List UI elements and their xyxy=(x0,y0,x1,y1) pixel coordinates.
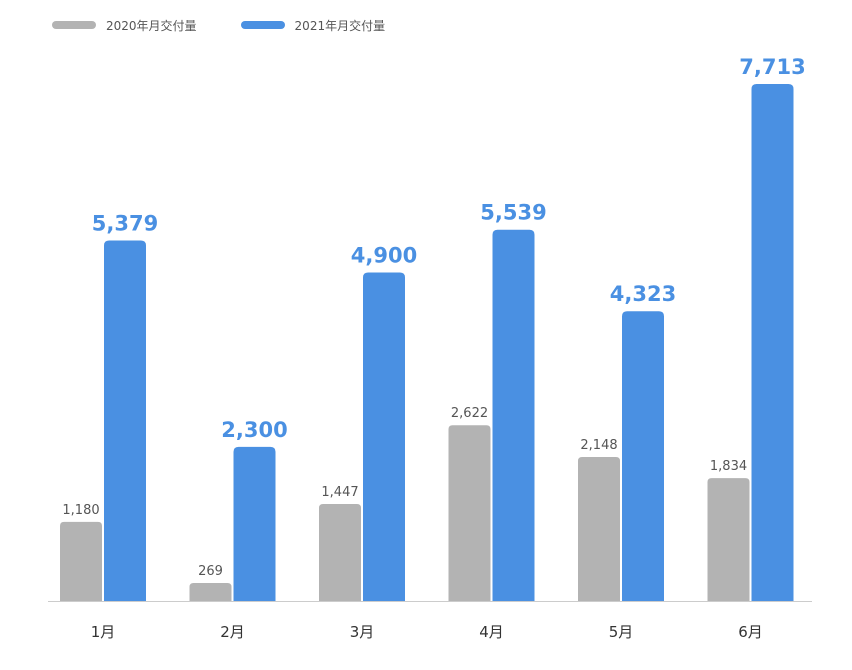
legend-swatch-2021 xyxy=(240,21,285,29)
bar-label-2020-1: 1,180 xyxy=(62,503,99,518)
bar-2020-6[interactable] xyxy=(707,478,750,601)
bar-label-2020-6: 1,834 xyxy=(710,459,747,474)
bar-label-2020-3: 1,447 xyxy=(321,485,358,500)
legend-label-2021: 2021年月交付量 xyxy=(294,18,386,33)
bar-label-2020-2: 269 xyxy=(198,564,223,579)
x-tick-label-5: 5月 xyxy=(609,623,634,641)
legend-item-2021[interactable]: 2021年月交付量 xyxy=(240,17,386,34)
bar-label-2021-2: 2,300 xyxy=(221,418,287,442)
bar-2021-4[interactable] xyxy=(492,229,535,602)
bar-2020-3[interactable] xyxy=(319,504,361,601)
bar-label-2020-4: 2,622 xyxy=(451,406,488,421)
bar-2021-6[interactable] xyxy=(751,84,794,601)
bar-2020-1[interactable] xyxy=(60,521,102,601)
bar-label-2020-5: 2,148 xyxy=(580,438,617,453)
x-tick-label-3: 3月 xyxy=(350,623,375,641)
bar-2021-5[interactable] xyxy=(622,311,664,601)
bar-label-2021-1: 5,379 xyxy=(92,211,158,235)
bar-2020-5[interactable] xyxy=(578,457,620,601)
bar-label-2021-4: 5,539 xyxy=(480,201,546,225)
bar-2021-3[interactable] xyxy=(363,272,405,601)
legend-swatch-2020 xyxy=(52,21,96,29)
bar-label-2021-6: 7,713 xyxy=(739,55,805,79)
bar-2020-2[interactable] xyxy=(189,582,232,601)
x-tick-label-6: 6月 xyxy=(738,623,763,641)
x-tick-label-1: 1月 xyxy=(91,623,116,641)
x-tick-label-4: 4月 xyxy=(479,623,504,641)
legend-item-2020[interactable]: 2020年月交付量 xyxy=(52,17,197,34)
legend-label-2020: 2020年月交付量 xyxy=(106,18,197,33)
bar-label-2021-3: 4,900 xyxy=(351,244,417,268)
chart-legend: 2020年月交付量 2021年月交付量 xyxy=(52,14,429,36)
bar-label-2021-5: 4,323 xyxy=(610,282,676,306)
bar-2021-2[interactable] xyxy=(233,446,276,601)
x-tick-label-2: 2月 xyxy=(220,623,245,641)
bar-2020-4[interactable] xyxy=(448,425,491,601)
bar-2021-1[interactable] xyxy=(104,240,146,601)
